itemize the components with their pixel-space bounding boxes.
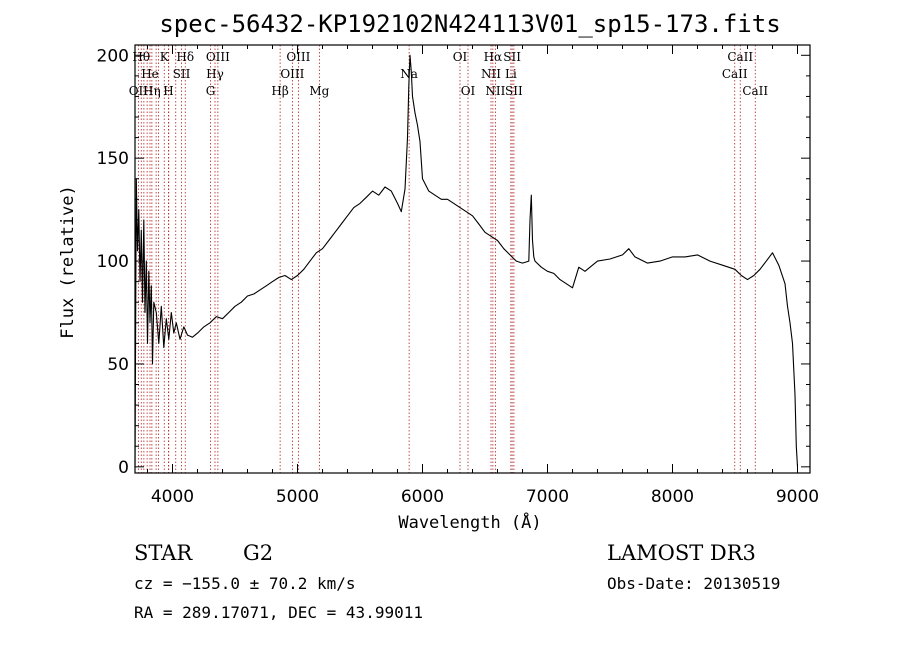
spectral-line-label: Hθ xyxy=(132,50,150,64)
spectral-line-label: CaII xyxy=(727,50,753,64)
spectral-line-label: Hη xyxy=(143,84,161,98)
spectral-line-label: OIII xyxy=(206,50,230,64)
plot-frame xyxy=(134,44,811,474)
spectral-line-label: CaII xyxy=(742,84,768,98)
spectrum-series xyxy=(134,54,799,467)
spectral-line-label: G xyxy=(206,84,216,98)
y-axis-label: Flux (relative) xyxy=(58,185,78,339)
x-tick-label: 9000 xyxy=(776,487,819,507)
spectral-line-label: OII xyxy=(129,84,149,98)
spectral-line-label: Hβ xyxy=(271,84,288,98)
spectrum-line xyxy=(134,54,799,467)
x-tick-label: 5000 xyxy=(276,487,319,507)
y-axis-ticks: 0 50 100 150 200 xyxy=(97,46,810,478)
spectral-line-label: Mg xyxy=(309,84,329,98)
spectral-line-label: OIII xyxy=(280,67,304,81)
object-subclass: G2 xyxy=(243,541,273,565)
spectral-line-label: Hδ xyxy=(176,50,194,64)
object-class: STAR xyxy=(134,541,193,565)
y-tick-label: 150 xyxy=(97,149,129,169)
x-tick-label: 7000 xyxy=(526,487,569,507)
y-tick-label: 100 xyxy=(97,252,129,272)
spectral-line-label: OI xyxy=(461,84,476,98)
obs-date-text: Obs-Date: 20130519 xyxy=(607,574,780,593)
x-tick-label: 6000 xyxy=(401,487,444,507)
y-tick-label: 200 xyxy=(97,46,129,66)
y-tick-label: 0 xyxy=(118,458,129,478)
spectral-line-labels: OIIHθHeHηKHSIIHδGHγOIIIHβOIIIOIIIMgNaOIO… xyxy=(129,50,769,98)
x-tick-label: 8000 xyxy=(651,487,694,507)
spectral-line-label: Hγ xyxy=(206,67,224,81)
x-axis-label: Wavelength (Å) xyxy=(398,511,541,533)
spectral-line-label: OIII xyxy=(286,50,310,64)
spectral-line-label: NII xyxy=(485,84,505,98)
redshift-text: cz = −155.0 ± 70.2 km/s xyxy=(134,574,356,593)
spectral-line-label: NII xyxy=(481,67,501,81)
survey-release: LAMOST DR3 xyxy=(607,541,756,565)
spectral-line-markers xyxy=(137,45,756,473)
coordinates-text: RA = 289.17071, DEC = 43.99011 xyxy=(134,603,423,622)
chart-title: spec-56432-KP192102N424113V01_sp15-173.f… xyxy=(159,10,780,38)
spectral-line-label: SII xyxy=(503,50,521,64)
spectral-line-label: OI xyxy=(453,50,468,64)
spectral-line-label: SII xyxy=(505,84,523,98)
y-tick-label: 50 xyxy=(107,355,129,375)
spectral-line-label: K xyxy=(160,50,170,64)
spectral-line-label: He xyxy=(141,67,159,81)
spectral-line-label: SII xyxy=(173,67,191,81)
spectral-line-label: Hα xyxy=(484,50,503,64)
x-axis-ticks: 4000 5000 6000 7000 8000 9000 xyxy=(147,45,819,507)
spectral-line-label: CaII xyxy=(722,67,748,81)
x-tick-label: 4000 xyxy=(151,487,194,507)
spectral-line-label: Li xyxy=(505,67,517,81)
spectral-line-label: H xyxy=(163,84,173,98)
